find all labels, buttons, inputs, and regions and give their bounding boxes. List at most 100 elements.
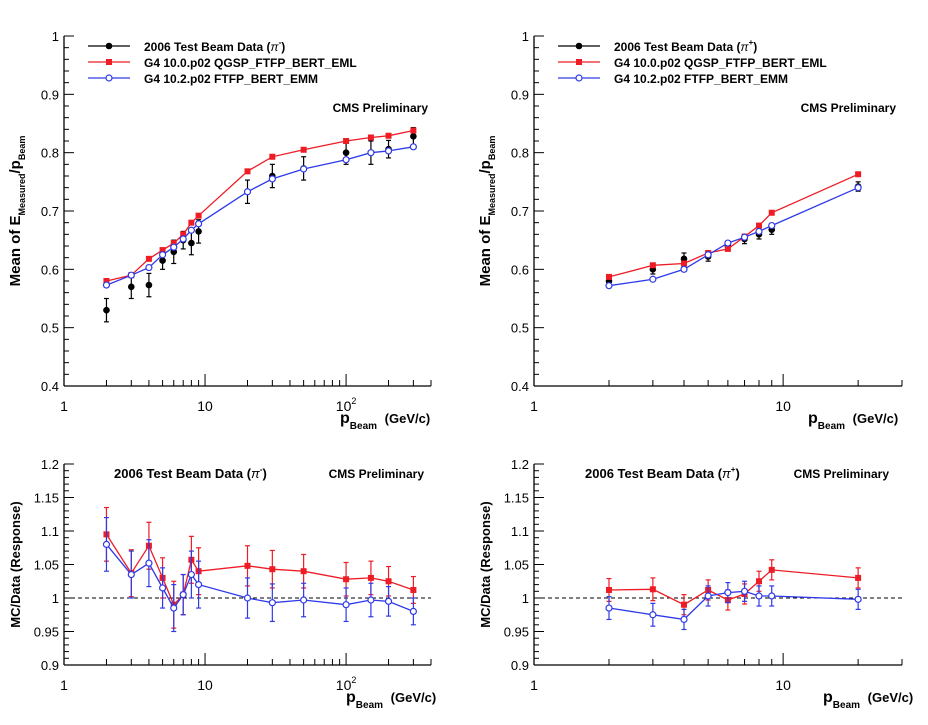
y-tick-label: 0.5: [511, 321, 529, 336]
series-line-ftfp: [608, 187, 859, 287]
qgsp-point: [649, 586, 656, 593]
y-tick-label: 1: [522, 29, 529, 44]
data-point: [103, 306, 110, 314]
ftfp-point: [384, 597, 393, 605]
ftfp-point: [649, 275, 657, 283]
y-tick-label: 0.4: [511, 379, 529, 394]
ftfp-point: [243, 188, 252, 196]
qgsp-point: [385, 578, 392, 585]
series-line-ftfp: [608, 590, 859, 621]
legend-marker-qgsp: [576, 59, 582, 65]
x-tick-label: 1: [60, 677, 68, 693]
qgsp-point: [300, 146, 307, 153]
ftfp-point: [243, 594, 252, 602]
ftfp-point: [755, 227, 763, 236]
ftfp-point: [342, 601, 350, 609]
ftfp-point: [342, 156, 350, 164]
ftfp-point: [854, 595, 862, 603]
data-point: [680, 255, 688, 263]
panel-title: 2006 Test Beam Data (π+): [585, 465, 740, 481]
ftfp-point: [605, 604, 613, 612]
ftfp-point: [724, 589, 732, 597]
ftfp-point: [187, 226, 195, 234]
cms-preliminary-label: CMS Preliminary: [801, 101, 897, 115]
x-axis-label: pBeam (GeV/c): [808, 410, 898, 432]
ftfp-point: [724, 239, 732, 247]
ftfp-point: [145, 263, 153, 272]
data-point: [145, 281, 153, 289]
x-tick-label: 102: [336, 396, 357, 414]
qgsp-point: [343, 138, 350, 144]
ftfp-point: [170, 243, 178, 251]
ftfp-point: [127, 271, 135, 279]
y-tick-label: 1.15: [34, 491, 59, 506]
legend-marker-qgsp: [106, 59, 112, 65]
chart-mean-pip: 0.4 0.5 0.6 0.7 0.8 0.9 1 1 10 pBeam (GeV/c) Mean …: [477, 29, 903, 432]
y-tick-label: 1.2: [41, 457, 59, 472]
qgsp-point: [269, 566, 276, 573]
x-axis-label: pBeam (GeV/c): [823, 689, 913, 711]
ftfp-point: [102, 540, 111, 549]
ftfp-point: [145, 559, 153, 567]
qgsp-point: [605, 586, 612, 593]
qgsp-point: [159, 247, 166, 254]
series-ftfp: [605, 184, 862, 290]
series-ftfp: [605, 580, 862, 631]
y-axis-label: Mean of EMeasured/pBeam: [7, 136, 27, 287]
y-tick-label: 0.9: [41, 87, 59, 102]
qgsp-point: [269, 153, 276, 160]
qgsp-point: [145, 255, 152, 262]
y-axis-label: Mean of EMeasured/pBeam: [477, 136, 497, 287]
series-qgsp: [605, 559, 862, 616]
series-ftfp: [102, 516, 417, 633]
ftfp-point: [409, 607, 417, 616]
ftfp-point: [179, 235, 187, 243]
x-axis-label: pBeam (GeV/c): [346, 689, 436, 711]
series-qgsp: [605, 171, 862, 280]
x-tick-label: 102: [336, 675, 357, 693]
ftfp-point: [194, 580, 203, 589]
qgsp-point: [755, 222, 762, 229]
qgsp-point: [367, 134, 374, 141]
ftfp-point: [740, 587, 749, 595]
y-tick-label: 0.95: [504, 625, 529, 640]
x-tick-label: 1: [530, 677, 538, 693]
qgsp-point: [385, 132, 392, 139]
qgsp-point: [103, 278, 110, 284]
ftfp-point: [680, 265, 688, 273]
ftfp-point: [170, 604, 178, 612]
ftfp-point: [384, 147, 393, 155]
data-point: [127, 283, 135, 291]
y-tick-label: 1: [522, 591, 529, 606]
ftfp-point: [268, 599, 276, 607]
ftfp-point: [704, 592, 712, 600]
legend-label-ftfp: G4 10.2.p02 FTFP_BERT_EMM: [614, 72, 788, 86]
y-tick-label: 0.6: [511, 262, 529, 277]
qgsp-point: [768, 209, 775, 216]
x-tick-label: 10: [197, 398, 213, 414]
ftfp-point: [367, 149, 375, 157]
y-tick-label: 0.9: [41, 658, 59, 673]
qgsp-point: [855, 574, 862, 581]
ftfp-point: [367, 596, 375, 604]
y-tick-label: 0.6: [41, 262, 59, 277]
x-tick-label: 10: [197, 677, 213, 693]
y-axis-label: MC/Data (Response): [478, 501, 493, 627]
x-tick-label: 10: [775, 398, 791, 414]
ftfp-point: [194, 220, 203, 228]
ftfp-point: [680, 615, 688, 624]
ftfp-point: [409, 143, 417, 151]
legend-label-qgsp: G4 10.0.p02 QGSP_FTFP_BERT_EML: [614, 56, 827, 70]
legend-marker-ftfp: [105, 74, 113, 82]
qgsp-point: [170, 240, 177, 247]
qgsp-point: [410, 127, 417, 134]
qgsp-point: [195, 212, 202, 219]
data-point: [195, 228, 202, 235]
y-axis-label: MC/Data (Response): [8, 501, 23, 627]
cms-preliminary-label: CMS Preliminary: [333, 101, 429, 115]
y-tick-label: 1.2: [511, 457, 529, 472]
ftfp-point: [740, 233, 749, 241]
legend-label-data: 2006 Test Beam Data (π-): [144, 38, 285, 54]
